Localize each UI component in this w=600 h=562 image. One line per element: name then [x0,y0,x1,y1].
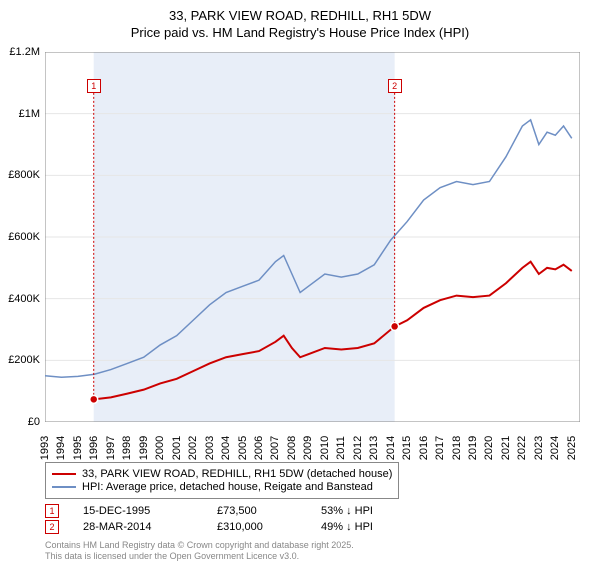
legend-item: 33, PARK VIEW ROAD, REDHILL, RH1 5DW (de… [52,468,392,480]
transaction-pct: 53% ↓ HPI [321,505,411,517]
transaction-row: 1 15-DEC-1995 £73,500 53% ↓ HPI [45,504,411,518]
x-tick-label: 2016 [418,428,430,468]
x-tick-label: 2021 [500,428,512,468]
transaction-marker: 2 [45,520,59,534]
marker-dot-1 [90,395,98,403]
chart-title: 33, PARK VIEW ROAD, REDHILL, RH1 5DW Pri… [0,0,600,42]
x-tick-label: 2025 [566,428,578,468]
y-tick-label: £800K [8,169,40,181]
x-tick-label: 2018 [451,428,463,468]
transaction-price: £73,500 [217,505,297,517]
y-tick-label: £1M [19,108,40,120]
legend-label: HPI: Average price, detached house, Reig… [82,481,373,493]
x-tick-label: 2017 [434,428,446,468]
transaction-row: 2 28-MAR-2014 £310,000 49% ↓ HPI [45,520,411,534]
legend-label: 33, PARK VIEW ROAD, REDHILL, RH1 5DW (de… [82,468,392,480]
chart-container: 33, PARK VIEW ROAD, REDHILL, RH1 5DW Pri… [0,0,600,560]
transaction-pct: 49% ↓ HPI [321,521,411,533]
x-tick-label: 2020 [483,428,495,468]
legend: 33, PARK VIEW ROAD, REDHILL, RH1 5DW (de… [45,462,399,499]
transaction-marker: 1 [45,504,59,518]
transaction-price: £310,000 [217,521,297,533]
y-tick-label: £1.2M [9,46,40,58]
marker-dot-2 [391,322,399,330]
legend-swatch [52,473,76,475]
y-tick-label: £0 [28,416,40,428]
transaction-date: 28-MAR-2014 [83,521,193,533]
chart-svg [45,52,580,422]
x-tick-label: 2019 [467,428,479,468]
x-tick-label: 2015 [401,428,413,468]
license-text: Contains HM Land Registry data © Crown c… [45,540,354,562]
transactions-table: 1 15-DEC-1995 £73,500 53% ↓ HPI 2 28-MAR-2014… [45,502,411,536]
legend-swatch [52,486,76,488]
x-tick-label: 2023 [533,428,545,468]
y-tick-label: £400K [8,293,40,305]
marker-box-1: 1 [87,79,101,93]
marker-box-2: 2 [388,79,402,93]
chart-area: £0£200K£400K£600K£800K£1M£1.2M 199319941… [45,52,580,422]
transaction-date: 15-DEC-1995 [83,505,193,517]
y-tick-label: £600K [8,231,40,243]
x-tick-label: 2022 [516,428,528,468]
x-tick-label: 2024 [549,428,561,468]
legend-item: HPI: Average price, detached house, Reig… [52,481,392,493]
y-tick-label: £200K [8,354,40,366]
